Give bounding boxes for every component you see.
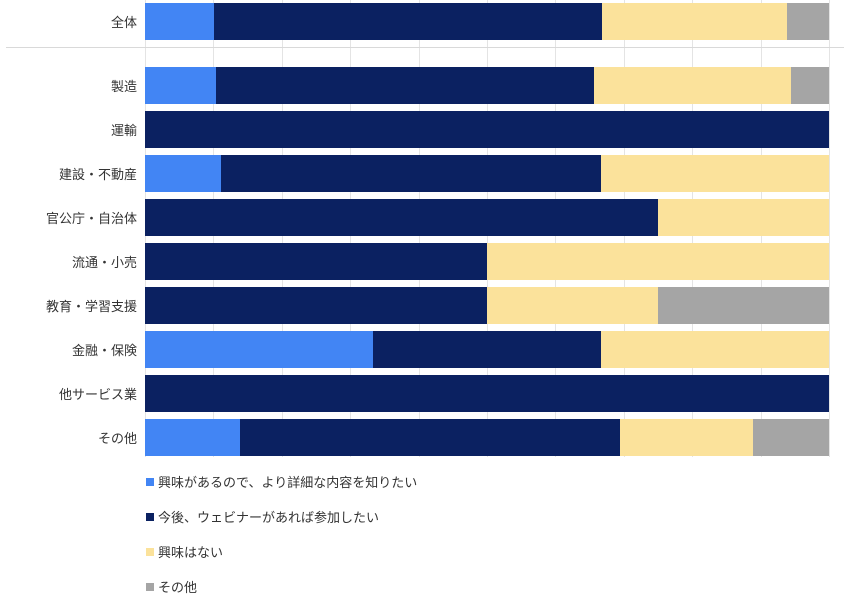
bar-segment-series-2[interactable]	[601, 3, 788, 40]
legend-label: 興味があるので、より詳細な内容を知りたい	[158, 475, 418, 490]
category-label: 流通・小売	[71, 255, 137, 270]
chart-row: その他	[0, 419, 850, 456]
bar-segment-series-1[interactable]	[145, 111, 829, 148]
category-label: 金融・保険	[71, 343, 137, 358]
bar-track	[145, 199, 829, 236]
bar-segment-series-3[interactable]	[753, 419, 829, 456]
chart-row: 官公庁・自治体	[0, 199, 850, 236]
category-label: 製造	[110, 79, 137, 94]
chart-row: 建設・不動産	[0, 155, 850, 192]
bar-track	[145, 287, 829, 324]
bar-segment-series-1[interactable]	[372, 331, 602, 368]
bar-segment-series-1[interactable]	[145, 243, 487, 280]
category-label: 他サービス業	[58, 387, 137, 402]
category-label: その他	[97, 431, 137, 446]
bar-segment-series-2[interactable]	[658, 199, 829, 236]
legend-label: 興味はない	[158, 545, 224, 560]
bar-segment-series-0[interactable]	[145, 3, 215, 40]
legend-swatch-icon	[146, 477, 154, 486]
industry-rows-container: 製造運輸建設・不動産官公庁・自治体流通・小売教育・学習支援金融・保険他サービス業…	[0, 67, 850, 456]
bar-segment-series-1[interactable]	[214, 3, 602, 40]
category-label: 全体	[110, 15, 137, 30]
bar-segment-series-3[interactable]	[658, 287, 829, 324]
bar-segment-series-2[interactable]	[601, 155, 829, 192]
legend-swatch-icon	[146, 547, 154, 556]
bar-track	[145, 155, 829, 192]
chart-row: 教育・学習支援	[0, 287, 850, 324]
legend-item-0[interactable]: 興味があるので、より詳細な内容を知りたい	[146, 464, 417, 499]
bar-segment-series-0[interactable]	[145, 419, 241, 456]
bar-segment-series-2[interactable]	[601, 331, 829, 368]
category-label: 建設・不動産	[58, 167, 137, 182]
bar-segment-series-3[interactable]	[790, 67, 829, 104]
bar-segment-series-1[interactable]	[240, 419, 621, 456]
chart-row: 製造	[0, 67, 850, 104]
legend-item-1[interactable]: 今後、ウェビナーがあれば参加したい	[146, 499, 417, 534]
overall-row-container: 全体	[0, 3, 850, 40]
chart-row: 全体	[0, 3, 850, 40]
bar-segment-series-1[interactable]	[145, 375, 829, 412]
chart-row: 流通・小売	[0, 243, 850, 280]
bar-segment-series-1[interactable]	[145, 287, 487, 324]
chart-row: 金融・保険	[0, 331, 850, 368]
legend-item-3[interactable]: その他	[146, 569, 417, 604]
bar-segment-series-0[interactable]	[145, 155, 221, 192]
legend-item-2[interactable]: 興味はない	[146, 534, 417, 569]
bar-track	[145, 111, 829, 148]
gridline-100	[829, 0, 830, 457]
bar-segment-series-1[interactable]	[216, 67, 595, 104]
bar-segment-series-1[interactable]	[220, 155, 602, 192]
bar-segment-series-2[interactable]	[487, 243, 829, 280]
chart-row: 運輸	[0, 111, 850, 148]
legend-label: 今後、ウェビナーがあれば参加したい	[158, 510, 380, 525]
legend-swatch-icon	[146, 512, 154, 521]
bar-segment-series-2[interactable]	[594, 67, 791, 104]
bar-track	[145, 243, 829, 280]
legend-swatch-icon	[146, 582, 154, 591]
bar-track	[145, 419, 829, 456]
category-label: 教育・学習支援	[45, 299, 137, 314]
overall-separator-line	[6, 47, 844, 48]
bar-segment-series-2[interactable]	[620, 419, 754, 456]
bar-segment-series-3[interactable]	[787, 3, 829, 40]
bar-segment-series-2[interactable]	[487, 287, 658, 324]
bar-segment-series-0[interactable]	[145, 331, 373, 368]
category-label: 運輸	[110, 123, 137, 138]
chart-row: 他サービス業	[0, 375, 850, 412]
legend-label: その他	[158, 580, 198, 595]
bar-track	[145, 331, 829, 368]
bar-segment-series-0[interactable]	[145, 67, 217, 104]
category-label: 官公庁・自治体	[45, 211, 137, 226]
bar-segment-series-1[interactable]	[145, 199, 658, 236]
bar-track	[145, 375, 829, 412]
legend: 興味があるので、より詳細な内容を知りたい 今後、ウェビナーがあれば参加したい 興味は…	[146, 464, 417, 604]
plot-area: 全体 製造運輸建設・不動産官公庁・自治体流通・小売教育・学習支援金融・保険他サー…	[0, 3, 850, 456]
bar-track	[145, 3, 829, 40]
bar-track	[145, 67, 829, 104]
